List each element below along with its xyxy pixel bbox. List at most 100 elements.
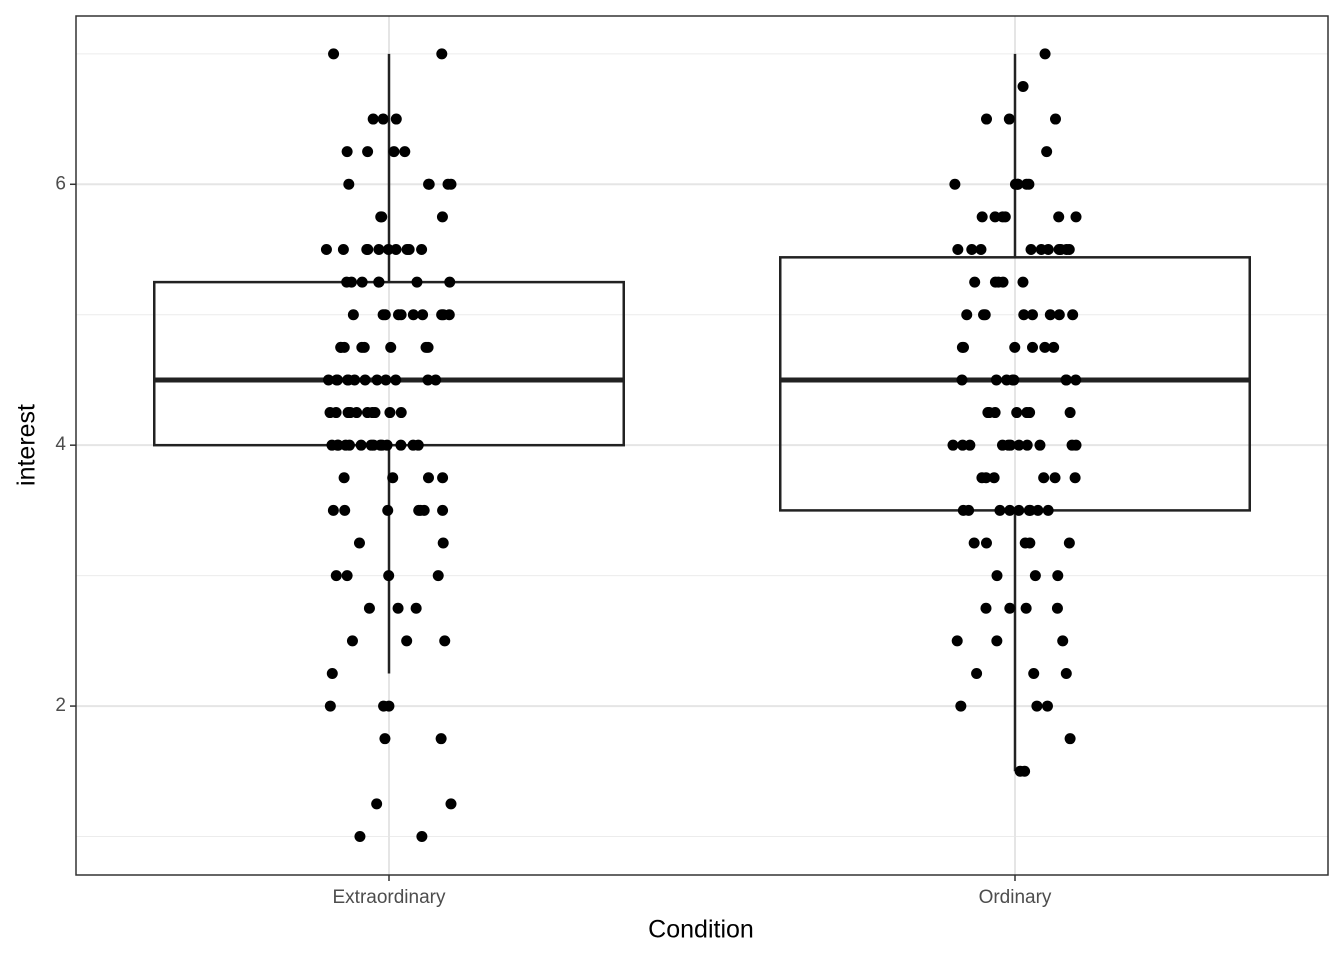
point xyxy=(444,276,456,288)
point xyxy=(371,798,383,810)
point xyxy=(439,635,451,647)
point xyxy=(979,309,991,321)
point xyxy=(344,407,356,419)
point xyxy=(1069,472,1081,484)
point xyxy=(999,211,1011,223)
point xyxy=(1009,341,1021,353)
point xyxy=(390,113,402,125)
point xyxy=(332,439,344,451)
point xyxy=(975,244,987,256)
point xyxy=(1021,439,1033,451)
point xyxy=(1020,602,1032,614)
point xyxy=(949,178,961,190)
point xyxy=(437,309,449,321)
point xyxy=(1013,439,1025,451)
point xyxy=(956,374,968,386)
point xyxy=(1018,309,1030,321)
point xyxy=(1041,700,1053,712)
point xyxy=(363,602,375,614)
point xyxy=(382,504,394,516)
point xyxy=(407,309,419,321)
point xyxy=(367,113,379,125)
point xyxy=(1052,570,1064,582)
point xyxy=(1041,146,1053,158)
point xyxy=(1049,113,1061,125)
point xyxy=(346,276,358,288)
point xyxy=(1051,602,1063,614)
point xyxy=(1039,341,1051,353)
point xyxy=(991,570,1003,582)
point xyxy=(377,309,389,321)
point xyxy=(380,374,392,386)
point xyxy=(324,700,336,712)
point xyxy=(423,178,435,190)
point xyxy=(1008,374,1020,386)
y-tick-label: 4 xyxy=(55,434,66,455)
point xyxy=(951,635,963,647)
point xyxy=(957,439,969,451)
point xyxy=(988,472,1000,484)
point xyxy=(980,472,992,484)
point xyxy=(437,504,449,516)
point xyxy=(375,211,387,223)
point xyxy=(1064,407,1076,419)
point xyxy=(1031,700,1043,712)
point xyxy=(403,244,415,256)
point xyxy=(1049,472,1061,484)
point xyxy=(436,211,448,223)
point xyxy=(1027,341,1039,353)
point xyxy=(341,146,353,158)
point xyxy=(1039,48,1051,60)
point xyxy=(980,602,992,614)
point xyxy=(359,374,371,386)
point xyxy=(1004,602,1016,614)
y-tick-label: 6 xyxy=(55,173,66,194)
point xyxy=(412,439,424,451)
point xyxy=(1048,341,1060,353)
point xyxy=(968,537,980,549)
point xyxy=(362,146,374,158)
point xyxy=(966,244,978,256)
point xyxy=(338,472,350,484)
point xyxy=(390,374,402,386)
point xyxy=(971,667,983,679)
point xyxy=(327,504,339,516)
point xyxy=(377,113,389,125)
point xyxy=(410,602,422,614)
point xyxy=(347,309,359,321)
point xyxy=(373,244,385,256)
point xyxy=(339,504,351,516)
point xyxy=(371,374,383,386)
point xyxy=(388,146,400,158)
point xyxy=(437,537,449,549)
point xyxy=(330,570,342,582)
point xyxy=(1061,244,1073,256)
point xyxy=(1060,667,1072,679)
point xyxy=(1060,374,1072,386)
point xyxy=(436,48,448,60)
point xyxy=(422,374,434,386)
point xyxy=(989,211,1001,223)
point xyxy=(432,570,444,582)
point xyxy=(1012,178,1024,190)
point xyxy=(1013,504,1025,516)
point xyxy=(957,341,969,353)
point xyxy=(390,244,402,256)
point xyxy=(990,374,1002,386)
point xyxy=(1017,80,1029,92)
point xyxy=(955,700,967,712)
point xyxy=(1028,667,1040,679)
point xyxy=(952,244,964,256)
point xyxy=(416,831,428,843)
point xyxy=(353,537,365,549)
point xyxy=(379,733,391,745)
point xyxy=(382,244,394,256)
point xyxy=(980,537,992,549)
point xyxy=(417,309,429,321)
point xyxy=(1017,276,1029,288)
point xyxy=(411,276,423,288)
point xyxy=(326,667,338,679)
point xyxy=(1038,472,1050,484)
point xyxy=(1064,733,1076,745)
